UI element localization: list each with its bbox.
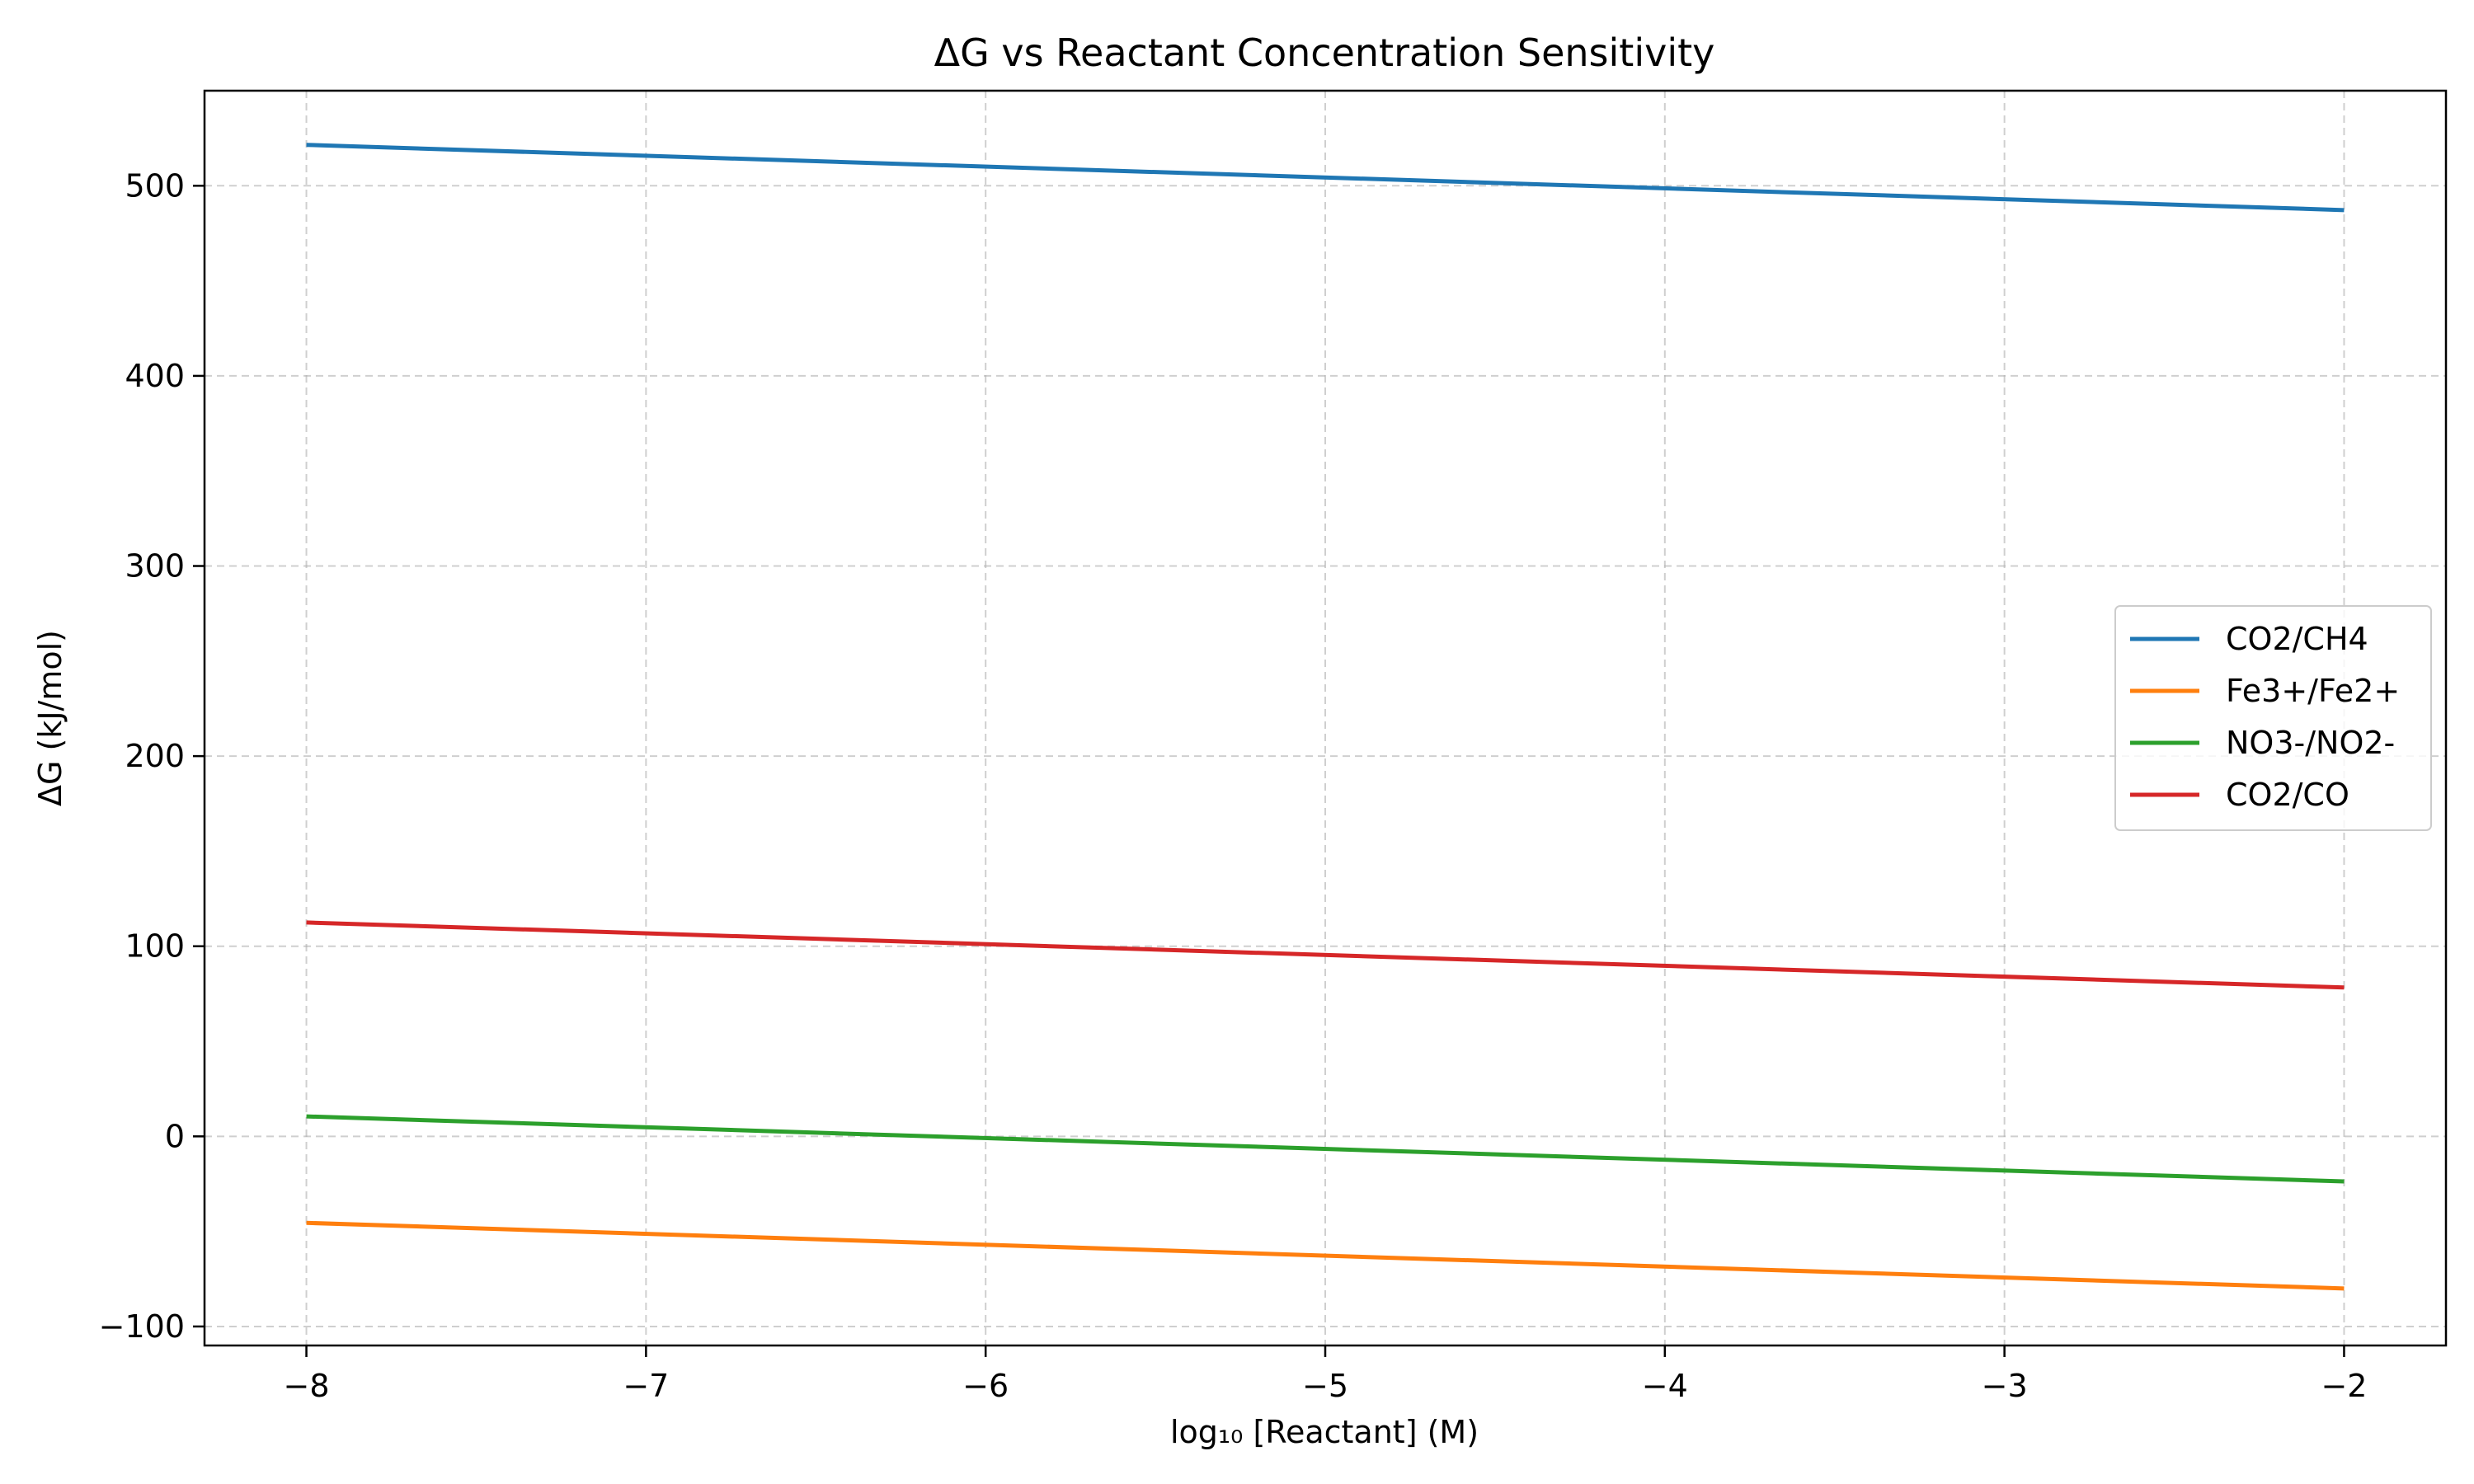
legend-label: NO3-/NO2- [2226, 725, 2395, 761]
x-axis-label: log₁₀ [Reactant] (M) [1170, 1414, 1479, 1450]
y-tick-label: 0 [165, 1118, 185, 1154]
x-tick-label: −6 [962, 1368, 1009, 1404]
y-tick-label: 100 [125, 928, 185, 965]
legend-label: Fe3+/Fe2+ [2226, 673, 2400, 709]
x-tick-label: −8 [284, 1368, 330, 1404]
series-line [306, 143, 2345, 213]
series-line [306, 1220, 2345, 1291]
legend: CO2/CH4 Fe3+/Fe2+ NO3-/NO2- CO2/CO [2114, 605, 2432, 831]
chart-title: ΔG vs Reactant Concentration Sensitivity [934, 31, 1715, 75]
legend-label: CO2/CO [2226, 777, 2349, 813]
x-axis: −8 −7 −6 −5 −4 −3 −2 [284, 1345, 2367, 1404]
y-tick-label: 200 [125, 738, 185, 774]
y-tick-label: 500 [125, 167, 185, 204]
series-line [306, 920, 2345, 990]
y-tick-label: −100 [99, 1308, 185, 1345]
y-tick-label: 300 [125, 548, 185, 585]
x-tick-label: −3 [1982, 1368, 2028, 1404]
y-axis-label: ΔG (kJ/mol) [32, 630, 68, 806]
legend-label: CO2/CH4 [2226, 621, 2368, 657]
x-tick-label: −7 [623, 1368, 669, 1404]
x-tick-label: −4 [1642, 1368, 1688, 1404]
legend-box [2114, 605, 2432, 831]
y-axis: −100 0 100 200 300 400 500 [99, 167, 205, 1345]
y-tick-label: 400 [125, 358, 185, 394]
x-tick-label: −2 [2321, 1368, 2367, 1404]
series-lines [306, 143, 2345, 1291]
x-tick-label: −5 [1302, 1368, 1348, 1404]
series-line [306, 1114, 2345, 1184]
